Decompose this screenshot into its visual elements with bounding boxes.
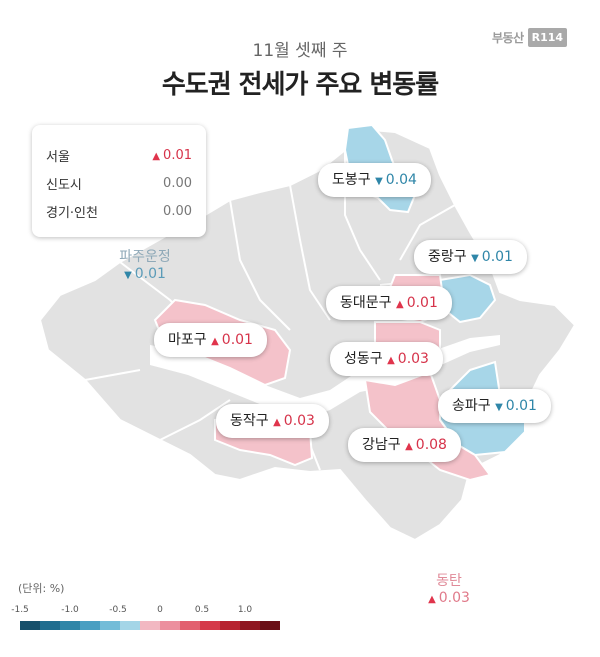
paju-label: 파주운정 ▼ 0.01 bbox=[100, 246, 190, 282]
district-value: ▼ 0.04 bbox=[375, 172, 417, 188]
summary-row-seoul: 서울 ▲ 0.01 bbox=[46, 141, 192, 169]
legend-tick-label: 0 bbox=[157, 605, 163, 615]
up-triangle-icon: ▲ bbox=[387, 355, 395, 366]
district-value: ▲ 0.08 bbox=[405, 437, 447, 453]
legend-tick-label: 0.5 bbox=[194, 605, 210, 615]
up-triangle-icon: ▲ bbox=[273, 417, 281, 428]
district-name: 동작구 bbox=[230, 413, 269, 429]
legend-swatch bbox=[40, 621, 60, 630]
map-subtitle: 11월 셋째 주 bbox=[252, 41, 348, 61]
district-value: ▲ 0.03 bbox=[273, 413, 315, 429]
district-value: ▼ 0.01 bbox=[495, 398, 537, 414]
legend-color-bar bbox=[20, 621, 280, 630]
down-triangle-icon: ▼ bbox=[124, 270, 132, 281]
legend-swatch bbox=[200, 621, 220, 630]
district-value: ▲ 0.01 bbox=[395, 295, 438, 311]
paju-value: ▼ 0.01 bbox=[124, 266, 166, 282]
label-gangnam: 강남구 ▲ 0.08 bbox=[348, 428, 461, 462]
summary-region-value: 0.00 bbox=[163, 203, 192, 219]
legend-unit: (단위: %) bbox=[18, 582, 65, 595]
summary-region-value: 0.00 bbox=[163, 175, 192, 191]
brand-name: 부동산 bbox=[492, 31, 524, 45]
legend-tick-label: -1.5 bbox=[11, 605, 29, 615]
legend-swatch bbox=[220, 621, 240, 630]
legend-swatch bbox=[80, 621, 100, 630]
legend-swatch bbox=[260, 621, 280, 630]
district-name: 송파구 bbox=[452, 398, 491, 414]
legend-swatch bbox=[20, 621, 40, 630]
brand-badge: R114 bbox=[527, 28, 568, 47]
han-river bbox=[150, 335, 500, 420]
label-jungnang: 중랑구 ▼ 0.01 bbox=[414, 240, 527, 274]
legend-swatch bbox=[160, 621, 180, 630]
summary-row-new-towns: 신도시 0.00 bbox=[46, 169, 192, 197]
legend-tick-label: 1.0 bbox=[237, 605, 253, 615]
label-dongjak: 동작구 ▲ 0.03 bbox=[216, 404, 329, 438]
paju-name: 파주운정 bbox=[119, 249, 171, 265]
label-songpa: 송파구 ▼ 0.01 bbox=[438, 389, 551, 423]
district-name: 동대문구 bbox=[340, 295, 392, 311]
down-triangle-icon: ▼ bbox=[375, 176, 383, 187]
district-name: 성동구 bbox=[344, 351, 383, 367]
summary-region-name: 경기·인천 bbox=[46, 205, 98, 221]
district-value: ▲ 0.03 bbox=[387, 351, 429, 367]
district-name: 강남구 bbox=[362, 437, 401, 453]
legend-ticks: -1.5 -1.0 -0.5 0 0.5 1.0 bbox=[10, 605, 290, 617]
district-value: ▲ 0.01 bbox=[211, 332, 253, 348]
legend-swatch bbox=[140, 621, 160, 630]
label-dongdaemun: 동대문구 ▲ 0.01 bbox=[326, 286, 452, 320]
legend-swatch bbox=[100, 621, 120, 630]
down-triangle-icon: ▼ bbox=[495, 402, 503, 413]
district-name: 마포구 bbox=[168, 332, 207, 348]
summary-box: 서울 ▲ 0.01 신도시 0.00 경기·인천 0.00 bbox=[32, 125, 206, 237]
legend-swatch bbox=[120, 621, 140, 630]
district-name: 중랑구 bbox=[428, 249, 467, 265]
up-triangle-icon: ▲ bbox=[211, 336, 219, 347]
dongtan-name: 동탄 bbox=[436, 573, 462, 589]
dongtan-value: ▲ 0.03 bbox=[428, 590, 470, 606]
up-triangle-icon: ▲ bbox=[395, 299, 404, 310]
up-triangle-icon: ▲ bbox=[152, 150, 161, 162]
label-seongdong: 성동구 ▲ 0.03 bbox=[330, 342, 443, 376]
legend-tick-label: -0.5 bbox=[109, 605, 127, 615]
district-value: ▼ 0.01 bbox=[471, 249, 513, 265]
legend-swatch bbox=[240, 621, 260, 630]
legend-swatch bbox=[180, 621, 200, 630]
up-triangle-icon: ▲ bbox=[428, 594, 436, 605]
label-dobong: 도봉구 ▼ 0.04 bbox=[318, 163, 431, 197]
summary-row-gyeonggi-incheon: 경기·인천 0.00 bbox=[46, 197, 192, 225]
summary-region-value: ▲ 0.01 bbox=[152, 147, 192, 163]
summary-region-name: 신도시 bbox=[46, 177, 82, 193]
up-triangle-icon: ▲ bbox=[405, 441, 413, 452]
legend-tick-label: -1.0 bbox=[61, 605, 79, 615]
label-mapo: 마포구 ▲ 0.01 bbox=[154, 323, 267, 357]
district-name: 도봉구 bbox=[332, 172, 371, 188]
brand-logo: 부동산 R114 bbox=[492, 28, 568, 47]
map-title: 수도권 전세가 주요 변동률 bbox=[161, 70, 439, 100]
summary-region-name: 서울 bbox=[46, 149, 70, 165]
dongtan-label: 동탄 ▲ 0.03 bbox=[404, 570, 494, 606]
down-triangle-icon: ▼ bbox=[471, 253, 479, 264]
legend-swatch bbox=[60, 621, 80, 630]
